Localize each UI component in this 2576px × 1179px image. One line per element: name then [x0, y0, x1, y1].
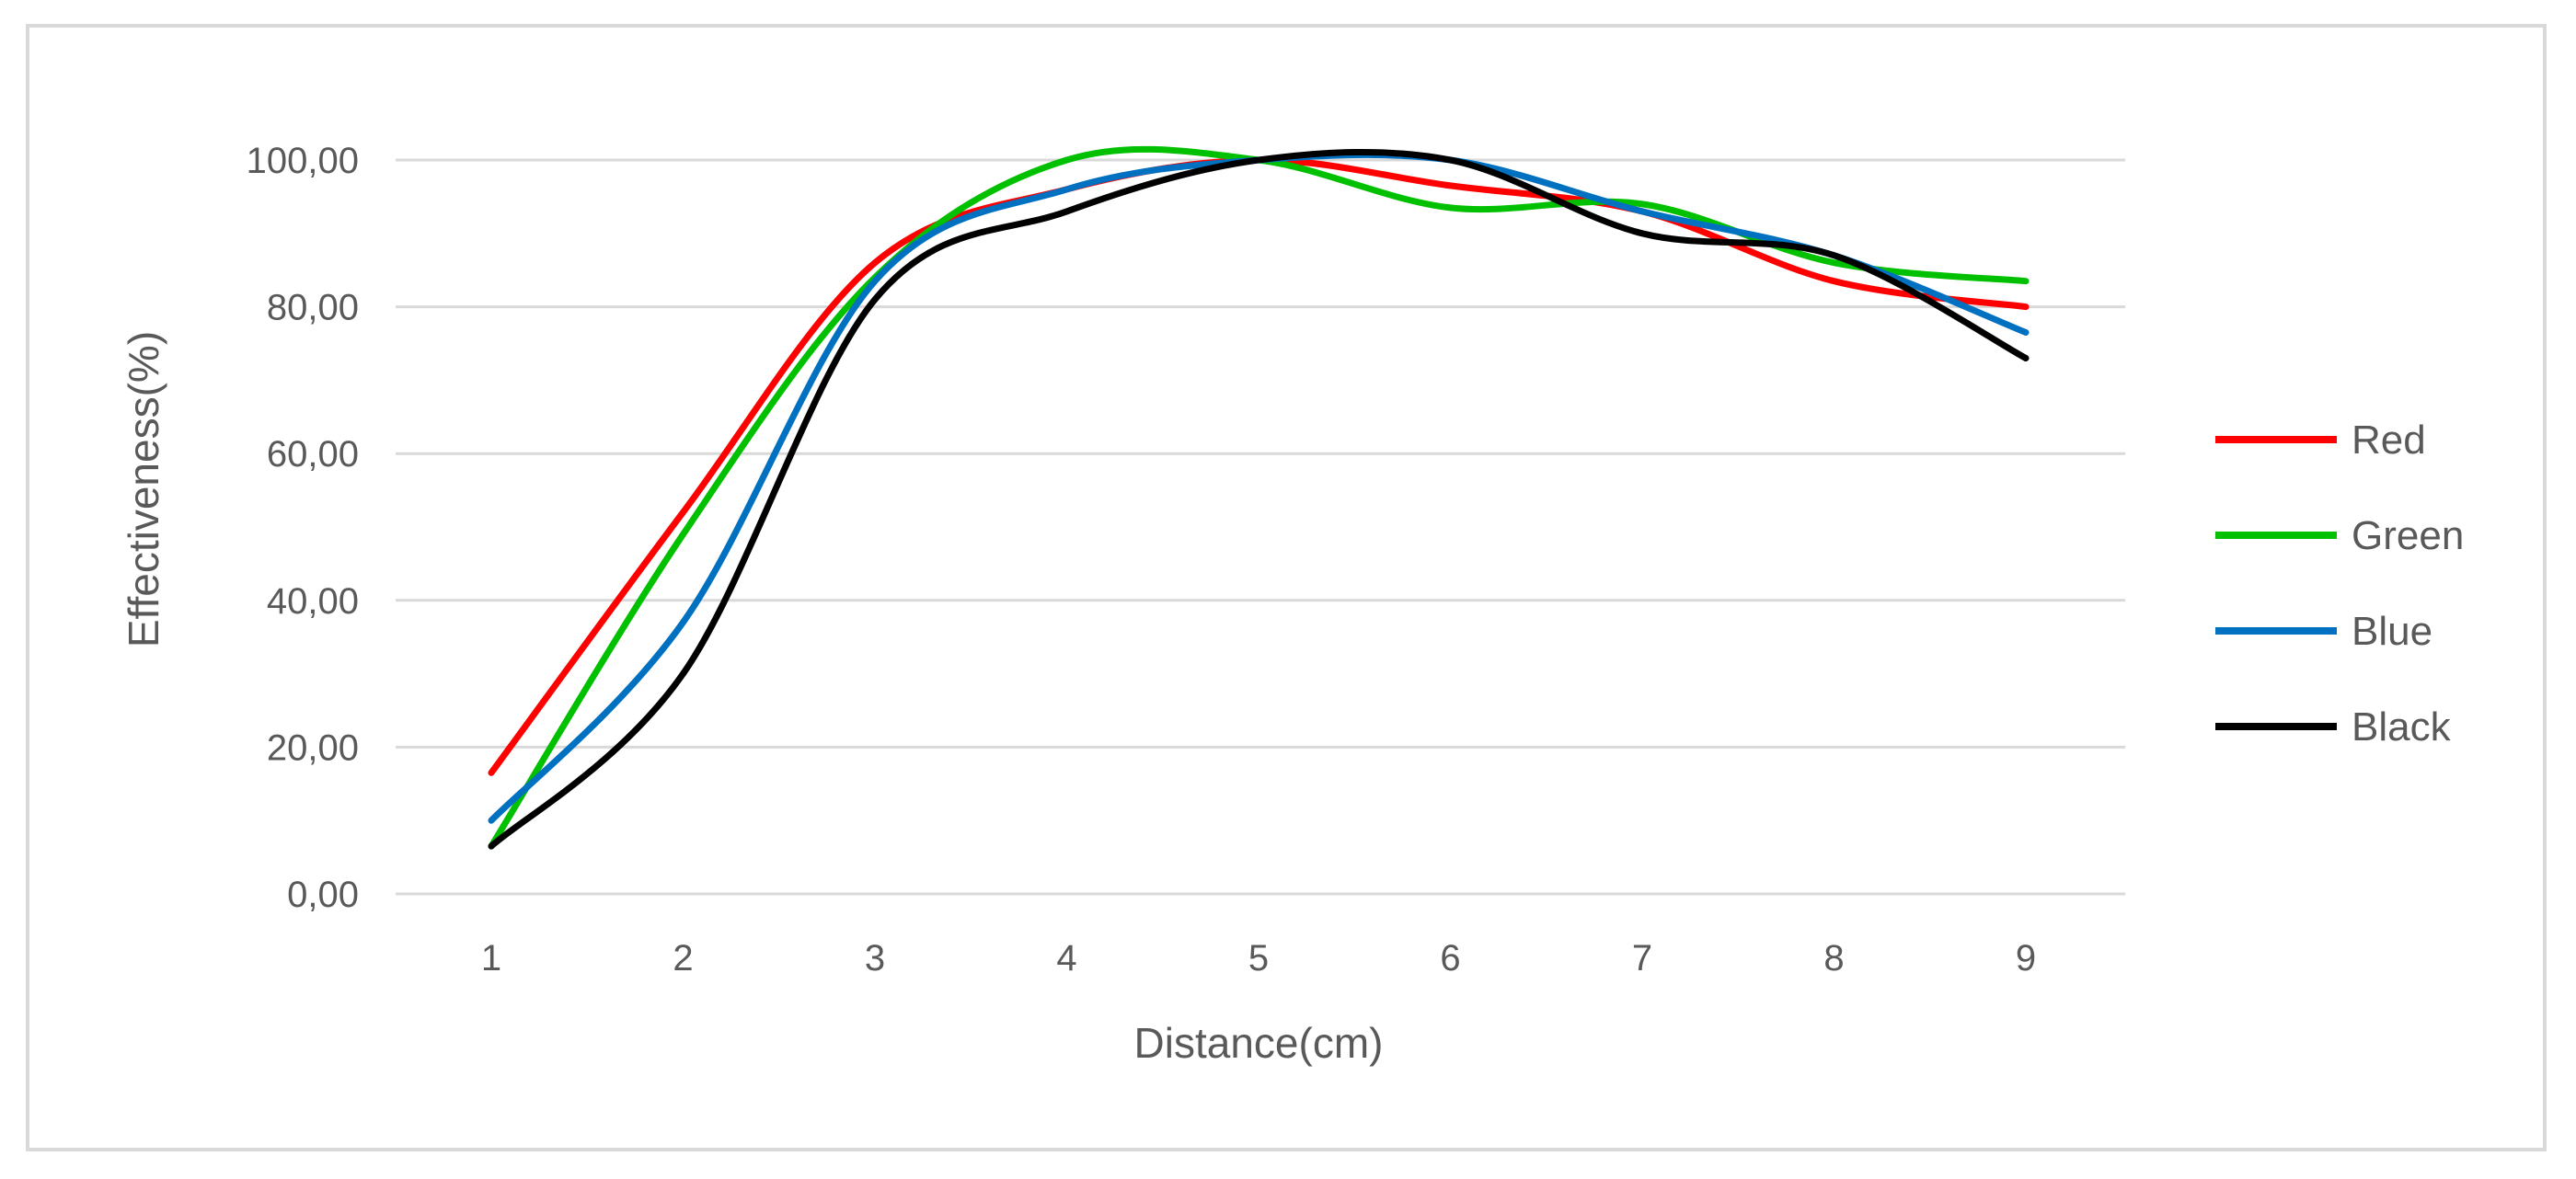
series-lines	[488, 145, 2030, 850]
y-tick-label: 40,00	[267, 581, 359, 622]
x-axis-title: Distance(cm)	[1134, 1019, 1384, 1067]
y-tick-label: 100,00	[247, 141, 359, 181]
x-axis-tick-labels: 1 2 3 4 5 6 7 8 9	[481, 938, 2036, 979]
y-tick-label: 60,00	[267, 434, 359, 475]
legend-label-black: Black	[2352, 704, 2452, 750]
x-tick-label: 5	[1248, 938, 1269, 979]
x-tick-label: 9	[2016, 938, 2036, 979]
legend-label-red: Red	[2352, 418, 2426, 463]
x-tick-label: 3	[865, 938, 885, 979]
x-tick-label: 7	[1632, 938, 1652, 979]
series-line-black	[488, 148, 2030, 850]
y-tick-label: 0,00	[287, 875, 359, 915]
y-axis-tick-labels: 0,00 20,00 40,00 60,00 80,00 100,00	[247, 141, 359, 915]
legend-label-blue: Blue	[2352, 609, 2432, 654]
chart-frame	[26, 24, 2547, 1151]
x-tick-label: 1	[481, 938, 501, 979]
x-tick-label: 8	[1823, 938, 1844, 979]
y-tick-label: 80,00	[267, 288, 359, 328]
series-line-green	[488, 145, 2030, 850]
y-axis-title: Effectiveness(%)	[120, 331, 167, 647]
x-tick-label: 6	[1440, 938, 1460, 979]
x-tick-label: 4	[1056, 938, 1076, 979]
legend: Red Green Blue Black	[2215, 418, 2464, 750]
x-tick-label: 2	[673, 938, 693, 979]
series-line-blue	[488, 151, 2030, 824]
y-tick-label: 20,00	[267, 727, 359, 768]
legend-label-green: Green	[2352, 513, 2464, 558]
